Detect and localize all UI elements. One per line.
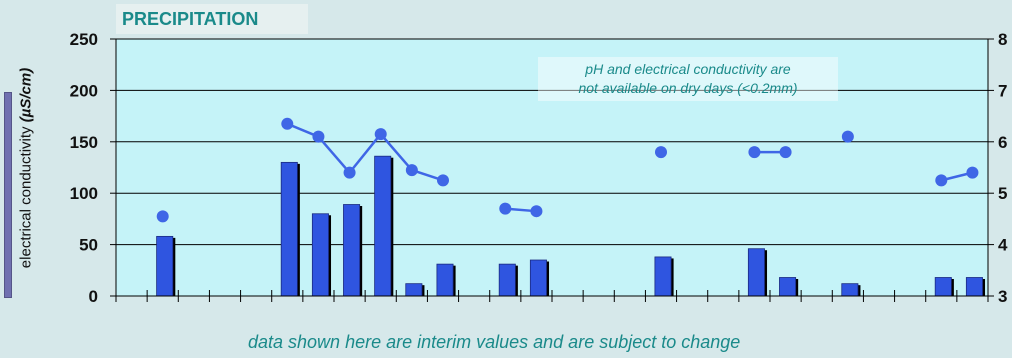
- ph-point: [966, 166, 979, 179]
- ph-point: [437, 174, 449, 187]
- bar: [311, 213, 329, 297]
- ph-point: [530, 205, 543, 218]
- ph-line-segment: [348, 133, 382, 174]
- ph-point: [779, 146, 792, 159]
- y2-tick-label: 8: [998, 30, 1007, 49]
- bar: [529, 259, 547, 297]
- bar: [747, 248, 765, 297]
- y-tick-label: 50: [79, 236, 98, 255]
- ph-point: [312, 130, 325, 143]
- plot-area: [116, 39, 988, 296]
- legend-swatch: [4, 92, 12, 298]
- bar: [934, 277, 952, 297]
- ph-point: [343, 166, 356, 179]
- bar: [374, 155, 392, 297]
- bar: [343, 204, 361, 297]
- chart-title: PRECIPITATION: [116, 4, 308, 34]
- y2-tick-label: 3: [998, 287, 1007, 306]
- y-tick-label: 100: [70, 184, 98, 203]
- y2-tick-label: 4: [998, 236, 1008, 255]
- ph-point: [748, 146, 761, 159]
- y-tick-label: 250: [70, 30, 98, 49]
- bar: [280, 161, 298, 297]
- bar: [405, 283, 423, 297]
- ph-line-segment: [379, 133, 413, 171]
- ph-point: [156, 210, 169, 223]
- bar: [436, 263, 454, 297]
- y2-tick-label: 6: [998, 133, 1007, 152]
- ph-point: [935, 174, 948, 187]
- bar: [779, 277, 797, 297]
- bar: [965, 277, 983, 297]
- annotation-text: pH and electrical conductivity are: [584, 61, 791, 77]
- ph-point: [405, 164, 418, 177]
- ph-point: [374, 128, 387, 141]
- bar: [841, 283, 859, 297]
- y-tick-label: 200: [70, 81, 98, 100]
- ph-line-segment: [317, 135, 351, 174]
- ph-point: [281, 117, 294, 130]
- y2-tick-label: 5: [998, 184, 1007, 203]
- y-tick-label: 0: [89, 287, 98, 306]
- ph-point: [655, 146, 667, 159]
- bar: [654, 256, 672, 297]
- ph-point: [841, 130, 854, 143]
- ph-point: [499, 202, 512, 215]
- annotation-box: [538, 57, 838, 101]
- annotation-text: not available on dry days (<0.2mm): [578, 80, 797, 96]
- bar: [498, 263, 516, 297]
- footnote: data shown here are interim values and a…: [248, 332, 741, 352]
- bar: [156, 235, 174, 297]
- y2-tick-label: 7: [998, 81, 1007, 100]
- y-tick-label: 150: [70, 133, 98, 152]
